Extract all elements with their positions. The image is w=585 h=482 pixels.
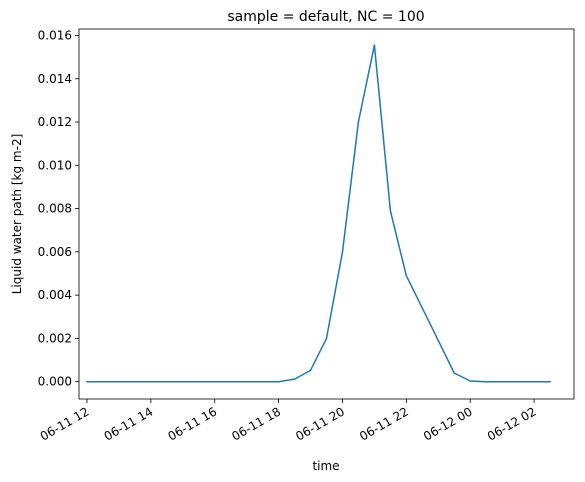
data-point [517, 380, 519, 383]
x-axis-label: time [312, 459, 339, 473]
data-point [245, 380, 248, 383]
data-point [389, 209, 392, 212]
y-tick-label: 0.012 [38, 115, 72, 129]
data-point [277, 380, 280, 383]
data-point [501, 380, 503, 383]
data-point [261, 380, 264, 383]
data-point [309, 369, 312, 372]
y-tick-label: 0.004 [38, 288, 72, 302]
data-point [469, 380, 472, 382]
data-point [181, 380, 184, 383]
data-point [213, 380, 216, 383]
data-point [549, 380, 551, 383]
plot-frame [78, 28, 575, 400]
data-point [341, 251, 344, 253]
y-tick-label: 0.006 [38, 245, 72, 259]
data-point [166, 380, 168, 383]
x-tick-label: 06-11 22 [357, 404, 411, 443]
x-tick-label: 06-12 02 [485, 404, 539, 443]
y-axis-label: Liquid water path [kg m-2] [10, 134, 24, 295]
x-tick-label: 06-11 20 [293, 404, 347, 443]
data-point [485, 380, 487, 383]
x-tick-label: 06-12 00 [421, 404, 475, 443]
data-point [102, 380, 104, 383]
data-point [421, 307, 424, 309]
y-tick-label: 0.016 [38, 28, 72, 42]
data-point [293, 378, 296, 380]
chart-title: sample = default, NC = 100 [227, 9, 424, 25]
data-point [197, 380, 200, 383]
plot-area [79, 29, 574, 399]
data-point [533, 380, 535, 383]
x-tick-label: 06-11 18 [229, 404, 283, 443]
x-tick-label: 06-11 12 [38, 404, 92, 443]
data-point [150, 380, 152, 383]
y-axis: 0.000 0.002 0.004 0.006 0.008 0.010 0.012 0.014… [38, 28, 79, 389]
data-point [405, 274, 408, 277]
data-point [437, 339, 440, 342]
series-line [87, 44, 550, 383]
data-point [229, 380, 232, 383]
y-tick-label: 0.014 [38, 72, 72, 86]
y-tick-label: 0.002 [38, 331, 72, 345]
data-point [373, 44, 376, 47]
x-tick-label: 06-11 16 [166, 404, 220, 443]
data-point [453, 372, 456, 374]
y-tick-label: 0.000 [38, 375, 72, 389]
data-point [86, 380, 88, 383]
x-tick-label: 06-11 14 [102, 404, 156, 443]
y-tick-label: 0.008 [38, 202, 72, 216]
series-points [86, 44, 551, 383]
data-point [134, 380, 136, 383]
data-point [357, 121, 360, 123]
data-point [118, 380, 120, 383]
x-axis: 06-11 12 06-11 14 06-11 16 06-11 18 06-11 20… [38, 399, 539, 444]
y-tick-label: 0.010 [38, 158, 72, 172]
data-point [325, 337, 328, 340]
